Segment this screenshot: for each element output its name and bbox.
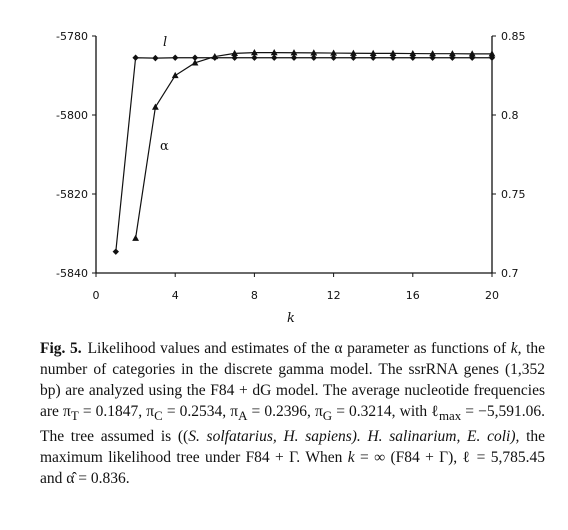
data-point (488, 50, 496, 57)
axes (95, 36, 493, 274)
figure-label: Fig. 5. (40, 340, 82, 357)
caption-sub: A (238, 408, 248, 424)
series-line (135, 51, 492, 239)
x-tick-label: 4 (172, 289, 179, 302)
x-tick-label: 16 (406, 289, 420, 302)
caption-part: = ∞ (F84 + Γ), ℓ = 5,785.45 and α̂ = 0.8… (40, 449, 546, 488)
data-point (152, 54, 159, 62)
data-point (191, 59, 199, 66)
x-tick-label: 20 (485, 289, 499, 302)
data-point (350, 49, 357, 56)
left-tick-label: -5820 (56, 188, 88, 201)
data-point (251, 48, 258, 56)
data-point (389, 49, 397, 56)
series-label-alpha: α (160, 139, 169, 154)
data-point (132, 234, 139, 241)
right-tick-label: 0.8 (501, 109, 519, 122)
data-point (251, 54, 258, 61)
data-point (171, 71, 179, 79)
caption-part: = 0.3214, with ℓ (332, 403, 439, 420)
data-point (310, 54, 317, 61)
data-point (290, 54, 298, 61)
caption-sub: G (322, 408, 333, 424)
x-tick-label: 0 (93, 289, 100, 302)
data-point (389, 54, 397, 61)
right-tick-label: 0.85 (501, 30, 526, 43)
caption-sub: C (154, 408, 163, 424)
x-tick-label: 12 (327, 289, 341, 302)
series-alpha (132, 48, 496, 241)
caption-part: Likelihood values and estimates of the α… (87, 340, 507, 357)
caption-part: k (347, 449, 355, 467)
series-label-l: l (163, 35, 167, 50)
x-axis-label: k (287, 311, 295, 326)
data-point (350, 54, 357, 61)
data-point (290, 49, 298, 56)
caption-part: = −5,591.06. The tree assumed is (( (40, 403, 545, 446)
figure-caption: Fig. 5. Likelihood values and estimates o… (40, 338, 545, 489)
caption-part: = 0.1847, π (78, 403, 155, 420)
caption-part: k, (510, 340, 522, 357)
caption-part: the number of categories in the discrete… (40, 340, 546, 420)
caption-part: = 0.2534, π (162, 403, 239, 420)
caption-part: S. solfatarius, H. sapiens). H. salinari… (188, 428, 520, 446)
data-point (152, 103, 159, 110)
left-tick-label: -5800 (56, 109, 88, 122)
data-point (231, 49, 238, 56)
data-point (112, 248, 119, 255)
data-point (330, 54, 337, 61)
left-tick-label: -5840 (56, 267, 88, 280)
data-point (449, 50, 456, 57)
data-point (370, 54, 377, 61)
data-point (310, 49, 318, 56)
data-point (369, 49, 377, 56)
data-point (271, 54, 278, 61)
data-point (132, 54, 139, 61)
data-point (429, 50, 436, 57)
right-tick-label: 0.7 (501, 267, 519, 280)
caption-part: the maximum likelihood tree under F84 + … (40, 428, 546, 467)
data-point (330, 49, 337, 56)
data-point (172, 54, 179, 61)
likelihood-alpha-chart: 0 4 8 12 16 20 -5780 -5800 -5820 -5840 0.85 0.8 0.75… (56, 30, 525, 326)
right-tick-label: 0.75 (501, 188, 526, 201)
x-tick-label: 8 (251, 289, 258, 302)
series-line (115, 57, 492, 252)
ticks: 0 4 8 12 16 20 -5780 -5800 -5820 -5840 0.85 0.8 0.75… (56, 30, 525, 302)
data-point (468, 50, 476, 57)
series-layer (112, 48, 496, 255)
data-point (231, 54, 238, 61)
data-point (409, 49, 417, 57)
caption-sub: max (438, 408, 462, 424)
left-tick-label: -5780 (56, 30, 88, 43)
caption-part: = 0.2396, π (247, 403, 323, 420)
caption-sub: T (70, 408, 79, 424)
data-point (270, 48, 278, 56)
data-point (211, 52, 219, 60)
data-point (191, 54, 199, 61)
